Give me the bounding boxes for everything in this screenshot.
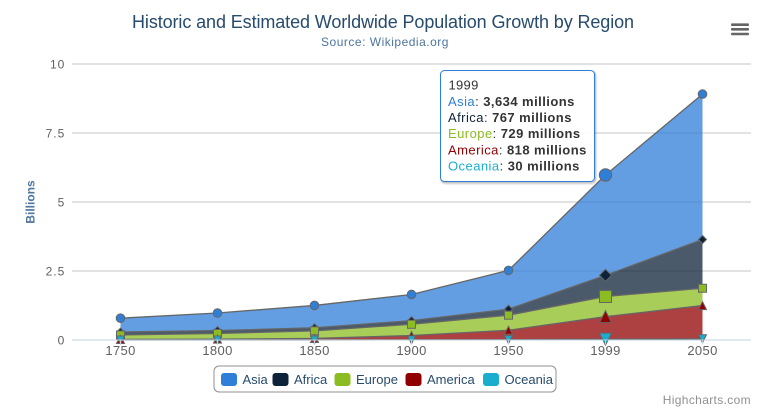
svg-text:2.5: 2.5 [46, 264, 66, 278]
svg-text:1999: 1999 [590, 343, 620, 358]
svg-text:Billions: Billions [24, 180, 38, 224]
svg-text:0: 0 [58, 333, 66, 347]
svg-text:Africa: 767 millions: Africa: 767 millions [448, 110, 572, 125]
svg-text:Historic and Estimated Worldwi: Historic and Estimated Worldwide Populat… [132, 12, 634, 32]
svg-text:Oceania: Oceania [505, 372, 554, 387]
svg-text:1850: 1850 [299, 343, 329, 358]
svg-text:Oceania: 30 millions: Oceania: 30 millions [448, 159, 580, 174]
svg-text:2050: 2050 [687, 343, 717, 358]
svg-text:Highcharts.com: Highcharts.com [663, 393, 751, 407]
svg-text:1800: 1800 [202, 343, 232, 358]
svg-text:1999: 1999 [449, 78, 479, 93]
svg-text:America: 818 millions: America: 818 millions [448, 142, 587, 157]
svg-text:Asia: Asia [243, 372, 269, 387]
svg-text:Source: Wikipedia.org: Source: Wikipedia.org [321, 35, 449, 49]
svg-text:Africa: Africa [294, 372, 328, 387]
svg-text:Asia: 3,634 millions: Asia: 3,634 millions [448, 94, 575, 109]
svg-text:1900: 1900 [396, 343, 426, 358]
svg-text:7.5: 7.5 [46, 126, 66, 140]
svg-text:Europe: 729 millions: Europe: 729 millions [448, 126, 581, 141]
svg-text:5: 5 [58, 195, 66, 209]
svg-text:1950: 1950 [493, 343, 523, 358]
svg-text:10: 10 [50, 57, 65, 71]
svg-text:1750: 1750 [105, 343, 135, 358]
svg-text:America: America [427, 372, 475, 387]
svg-text:Europe: Europe [356, 372, 398, 387]
